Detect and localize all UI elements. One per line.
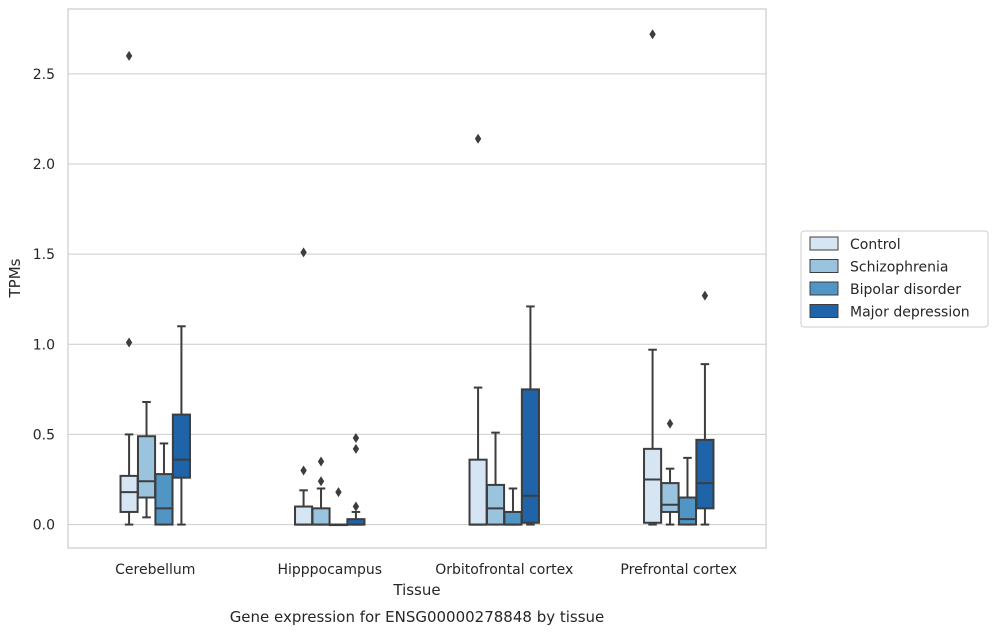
box [311, 507, 331, 526]
box-plot [503, 487, 523, 526]
x-tick-label: Hipppocampus [277, 562, 382, 578]
y-tick-label: 0.0 [33, 518, 55, 534]
legend-label: Major depression [850, 305, 970, 321]
box-plot [346, 433, 366, 526]
box-plot [695, 290, 715, 526]
x-axis-ticks: Cerebellum Hipppocampus Orbitofrontal cort… [115, 562, 737, 578]
legend-label: Schizophrenia [850, 260, 948, 276]
outlier-point [335, 487, 342, 498]
outlier-point [317, 476, 325, 487]
outlier-point [701, 290, 709, 301]
box [660, 482, 680, 513]
outlier-point [317, 456, 325, 467]
x-tick-label: Cerebellum [115, 562, 195, 578]
box [171, 413, 191, 479]
box [294, 505, 314, 526]
box [154, 473, 174, 526]
legend-swatch [809, 281, 839, 296]
box-plot [171, 325, 191, 526]
legend-label: Bipolar disorder [850, 282, 961, 298]
outlier-point [474, 133, 482, 144]
box-groups [119, 29, 715, 527]
box-plot [660, 418, 680, 526]
box [520, 388, 540, 524]
box-plot [311, 456, 331, 526]
box [503, 510, 523, 526]
outlier-point [666, 418, 674, 429]
box-plot [677, 456, 698, 526]
box [677, 496, 698, 526]
box [485, 483, 506, 526]
box [643, 447, 663, 524]
x-tick-label: Orbitofrontal cortex [435, 562, 573, 578]
x-axis-title: Tissue [392, 581, 440, 599]
y-axis-title: TPMs [6, 258, 24, 298]
legend: Control Schizophrenia Bipolar disorder Majo… [800, 230, 989, 328]
x-tick-label: Prefrontal cortex [620, 562, 737, 578]
y-axis-ticks: 0.0 0.5 1.0 1.5 2.0 2.5 [33, 67, 55, 534]
y-tick-label: 0.5 [33, 427, 55, 443]
box [695, 438, 715, 510]
box-plot [520, 305, 540, 526]
box-plot [154, 442, 174, 526]
outlier-point [300, 465, 307, 476]
outlier-point [352, 501, 360, 512]
legend-label: Control [850, 237, 901, 253]
box-plot [294, 247, 314, 526]
box [119, 474, 139, 513]
box [468, 458, 488, 526]
box-plot [136, 400, 157, 519]
outlier-point [352, 443, 360, 454]
box [136, 435, 157, 499]
outlier-point [649, 29, 656, 40]
outlier-point [125, 337, 133, 348]
outlier-point [125, 50, 133, 61]
y-tick-label: 1.0 [33, 337, 55, 353]
y-tick-label: 2.5 [33, 67, 55, 83]
legend-swatch [809, 304, 839, 318]
box-plot [328, 487, 349, 527]
outlier-point [300, 247, 307, 258]
legend-frame [800, 230, 989, 328]
chart-caption: Gene expression for ENSG00000278848 by t… [230, 608, 605, 626]
legend-swatch [809, 236, 839, 251]
legend-swatch [809, 259, 839, 273]
box-plot [485, 431, 506, 526]
y-tick-label: 1.5 [33, 247, 55, 263]
outlier-point [352, 433, 360, 444]
y-tick-label: 2.0 [33, 157, 55, 173]
